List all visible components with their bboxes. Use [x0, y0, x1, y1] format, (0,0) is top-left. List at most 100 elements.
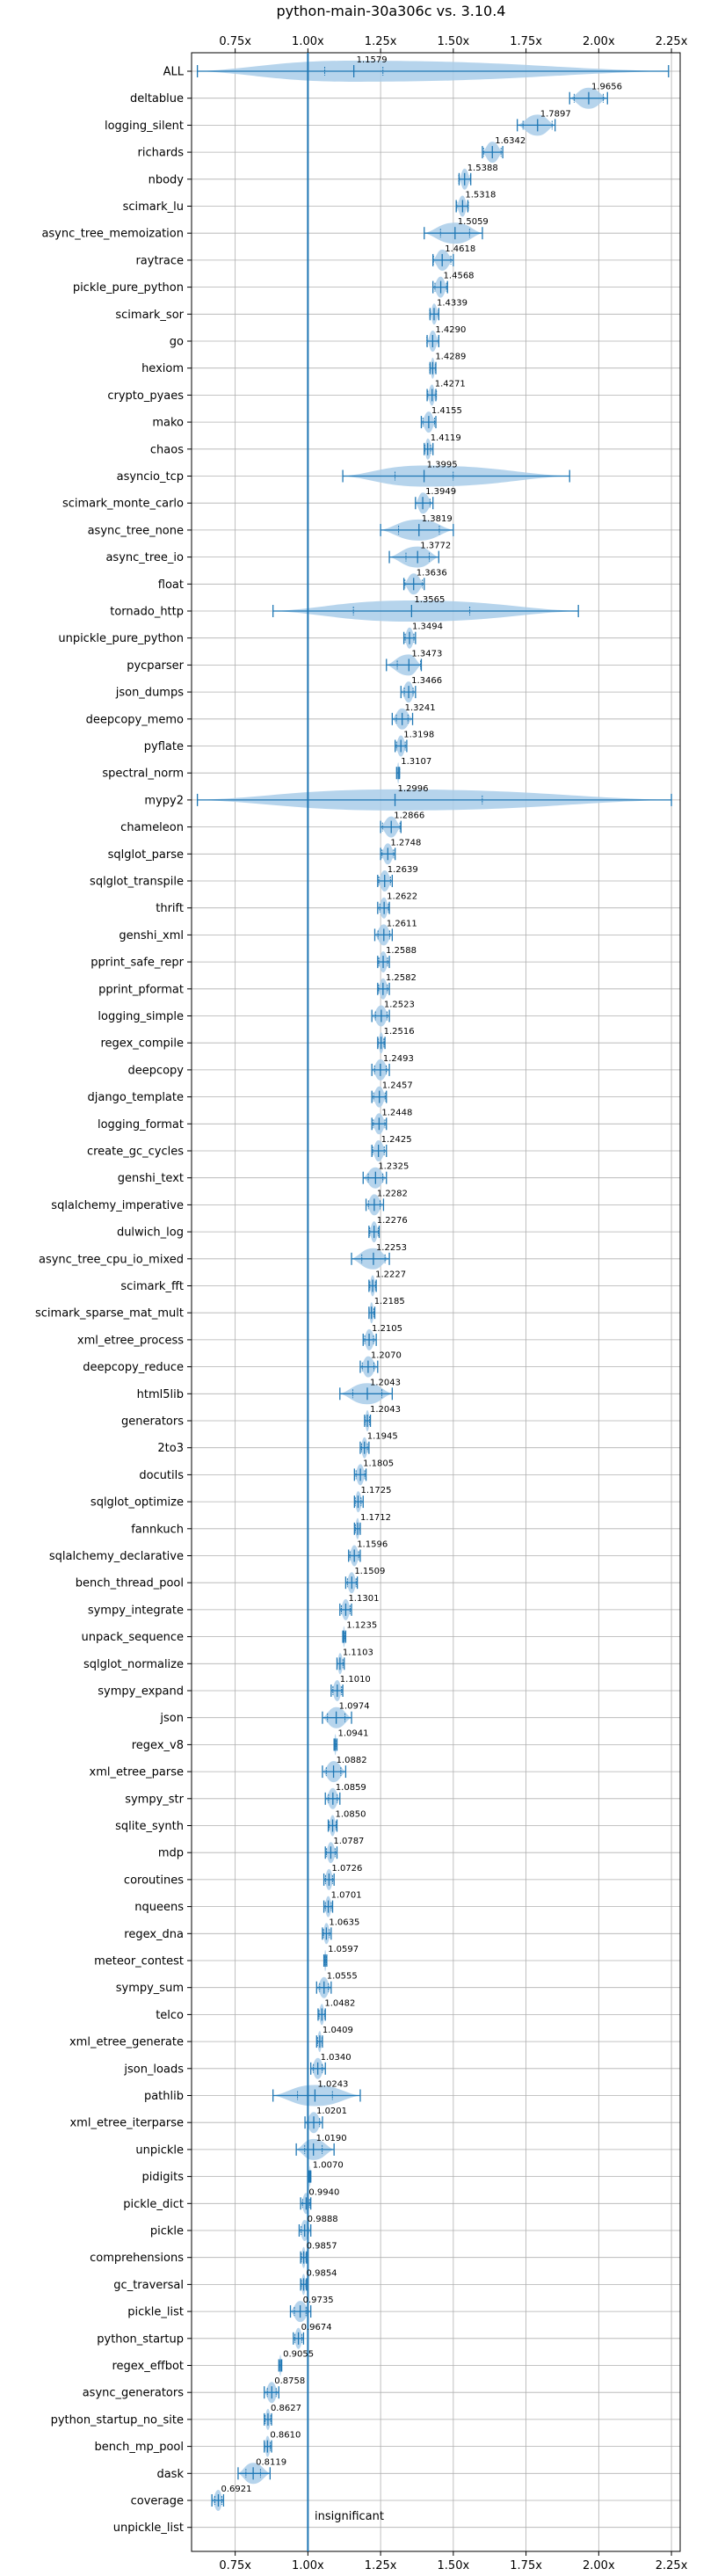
value-label: 1.5388 [467, 164, 498, 173]
value-label: 1.0701 [331, 1891, 362, 1901]
benchmark-label: regex_effbot [112, 2360, 184, 2373]
benchmark-label: async_tree_cpu_io_mixed [39, 1253, 184, 1266]
benchmark-label: pycparser [127, 659, 184, 673]
benchmark-label: sqlite_synth [115, 1820, 184, 1833]
benchmark-label: async_tree_io [105, 551, 184, 564]
x-tick-label-bottom: 1.25x [365, 2559, 397, 2572]
value-label: 1.2866 [394, 811, 424, 821]
value-label: 1.2582 [386, 973, 417, 983]
value-label: 1.3565 [414, 595, 445, 605]
value-label: 1.3466 [411, 676, 442, 686]
value-label: 1.2043 [370, 1405, 401, 1415]
benchmark-label: gc_traversal [113, 2279, 184, 2292]
value-label: 0.9940 [308, 2187, 339, 2197]
benchmark-label: sympy_str [125, 1793, 184, 1806]
benchmark-label: comprehensions [90, 2252, 184, 2265]
value-label: 1.6342 [495, 136, 525, 146]
benchmark-label: unpickle_pure_python [58, 632, 184, 645]
value-label: 1.0941 [338, 1728, 369, 1738]
benchmark-label: xml_etree_parse [90, 1766, 184, 1779]
value-label: 0.8119 [256, 2457, 286, 2467]
value-label: 1.2996 [398, 784, 429, 794]
value-label: 1.3772 [420, 542, 451, 551]
benchmark-label: meteor_contest [94, 1955, 184, 1968]
x-tick-label-top: 2.25x [656, 35, 688, 48]
value-label: 1.5059 [458, 217, 489, 227]
value-label: 1.2493 [383, 1054, 414, 1064]
benchmark-label: logging_format [98, 1118, 184, 1132]
value-label: 0.8610 [270, 2431, 301, 2441]
benchmark-label: xml_etree_iterparse [69, 2117, 184, 2130]
value-label: 1.2185 [374, 1297, 405, 1306]
benchmark-label: tornado_http [110, 606, 184, 619]
value-label: 0.9055 [283, 2350, 314, 2360]
benchmark-label: sympy_sum [116, 1982, 184, 1995]
value-label: 1.0859 [336, 1783, 366, 1793]
value-label: 1.9656 [591, 83, 622, 92]
value-label: 1.0850 [336, 1810, 366, 1820]
value-label: 1.2070 [371, 1351, 402, 1361]
value-label: 1.1725 [360, 1486, 391, 1495]
x-tick-label-top: 0.75x [219, 35, 251, 48]
value-label: 1.2105 [372, 1324, 402, 1334]
value-label: 0.9735 [303, 2296, 334, 2305]
x-tick-label-top: 1.00x [292, 35, 324, 48]
benchmark-label: sqlglot_normalize [83, 1658, 184, 1671]
value-label: 1.2253 [376, 1243, 407, 1253]
benchmark-label: regex_v8 [132, 1739, 184, 1752]
value-label: 1.1235 [346, 1621, 377, 1631]
benchmark-label: json [159, 1712, 184, 1725]
value-label: 1.1596 [357, 1540, 388, 1550]
x-tick-label-bottom: 1.75x [510, 2559, 542, 2572]
benchmark-label: regex_compile [100, 1037, 184, 1051]
benchmark-label: sqlalchemy_imperative [51, 1199, 184, 1212]
value-label: 1.0726 [331, 1864, 362, 1874]
benchmark-label: pathlib [144, 2090, 184, 2103]
value-label: 1.4618 [445, 244, 475, 254]
benchmark-label: deltablue [130, 92, 184, 106]
value-label: 1.2325 [378, 1162, 409, 1172]
value-label: 1.2748 [390, 838, 421, 848]
value-label: 1.3949 [425, 487, 456, 497]
value-label: 1.4289 [435, 353, 466, 362]
benchmark-label: telco [156, 2009, 184, 2022]
benchmark-label: coverage [131, 2495, 184, 2508]
value-label: 1.2588 [386, 946, 417, 956]
benchmark-label: sqlglot_parse [108, 848, 184, 862]
value-label: 1.1945 [367, 1432, 398, 1442]
value-label: 1.0882 [337, 1756, 367, 1765]
value-label: 1.2043 [370, 1378, 401, 1387]
value-label: 1.2425 [381, 1135, 412, 1145]
insignificant-annotation: insignificant [315, 2510, 384, 2523]
benchmark-label: 2to3 [157, 1442, 184, 1455]
benchmark-label: unpack_sequence [81, 1631, 184, 1644]
value-label: 1.2457 [382, 1081, 413, 1091]
chart-title: python-main-30a306c vs. 3.10.4 [277, 3, 506, 19]
benchmark-label: unpickle [135, 2143, 184, 2157]
benchmark-label: pprint_pformat [98, 983, 184, 996]
benchmark-label: sqlalchemy_declarative [49, 1550, 184, 1563]
value-label: 1.0190 [316, 2134, 347, 2143]
value-label: 1.1579 [357, 55, 388, 65]
benchmark-label: deepcopy [127, 1064, 184, 1077]
value-label: 0.9674 [301, 2323, 332, 2332]
value-label: 0.6921 [221, 2485, 251, 2494]
value-label: 1.4568 [444, 272, 475, 281]
benchmark-label: nbody [149, 173, 185, 186]
violins [196, 61, 672, 2511]
value-label: 1.2448 [381, 1108, 412, 1117]
value-label: 0.8758 [274, 2376, 305, 2386]
benchmark-label: html5lib [137, 1388, 184, 1401]
value-label: 1.3494 [412, 622, 443, 632]
benchmark-label: regex_dna [124, 1928, 184, 1941]
value-label: 1.3198 [403, 731, 434, 740]
benchmark-label: async_generators [83, 2387, 185, 2400]
benchmark-label: deepcopy_reduce [83, 1361, 184, 1374]
x-tick-label-bottom: 2.25x [656, 2559, 688, 2572]
benchmark-label: bench_mp_pool [94, 2441, 184, 2454]
benchmark-label: deepcopy_memo [86, 713, 184, 726]
x-tick-label-bottom: 1.00x [292, 2559, 324, 2572]
value-label: 1.3473 [411, 649, 442, 659]
value-label: 1.4339 [437, 298, 467, 308]
